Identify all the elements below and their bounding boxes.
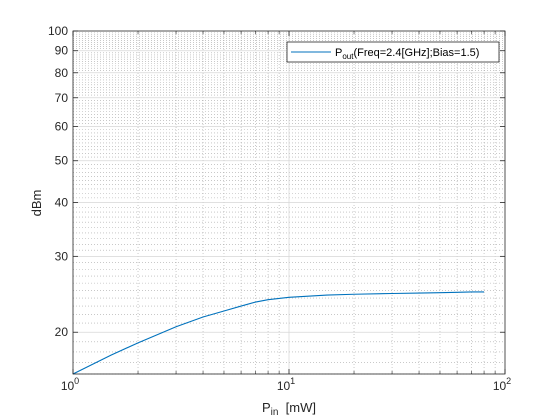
x-tick-label: 100 [61, 376, 79, 393]
y-tick-label: 100 [48, 24, 68, 38]
y-tick-label: 60 [55, 120, 69, 134]
x-tick-labels: 100 101 102 [61, 376, 511, 393]
x-axis-label: Pin [mW] [262, 400, 316, 418]
x-tick-label: 101 [277, 376, 295, 393]
legend: Pout(Freq=2.4[GHz];Bias=1.5) [286, 41, 500, 63]
y-tick-label: 20 [55, 325, 69, 339]
y-tick-label: 50 [55, 154, 69, 168]
legend-entry: Pout(Freq=2.4[GHz];Bias=1.5) [335, 47, 479, 61]
y-axis-label: dBm [29, 190, 44, 217]
series-line [72, 291, 485, 375]
plot-frame [72, 30, 506, 375]
y-tick-label: 80 [55, 66, 69, 80]
x-tick-label: 102 [493, 376, 511, 393]
y-tick-label: 30 [55, 249, 69, 263]
y-tick-label: 90 [55, 44, 69, 58]
y-tick-label: 40 [55, 196, 69, 210]
major-grid [73, 31, 505, 374]
y-tick-labels: 20 30 40 50 60 70 80 90 100 [48, 24, 68, 339]
series-layer [72, 291, 485, 375]
legend-box [286, 41, 500, 63]
y-tick-label: 70 [55, 91, 69, 105]
